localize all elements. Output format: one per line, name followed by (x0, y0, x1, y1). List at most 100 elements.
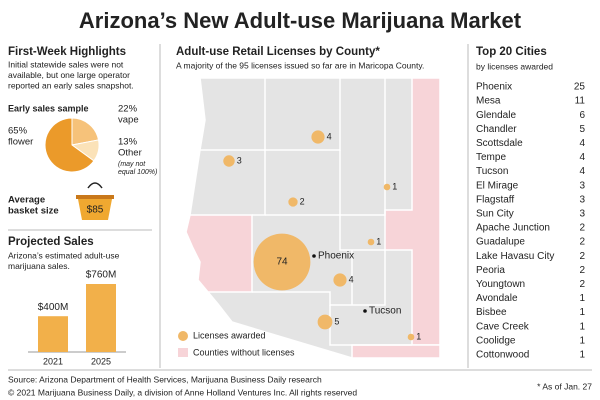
empty-county (185, 214, 253, 293)
bar-subtitle: marijuana sales. (8, 261, 70, 271)
city-count: 4 (579, 138, 585, 149)
city-dot (312, 254, 316, 258)
cities-title: Top 20 Cities (476, 46, 547, 58)
pie-title: Early sales sample (8, 103, 89, 113)
city-name: Scottsdale (476, 138, 523, 149)
bar-value-label: $400M (38, 302, 69, 313)
city-dot (363, 309, 367, 313)
city-name: Coolidge (476, 335, 516, 346)
license-bubble (288, 197, 298, 207)
pie-category-label: vape (118, 115, 139, 126)
pie-note: (may not (118, 161, 146, 168)
highlights-heading: First-Week Highlights (8, 46, 126, 58)
bubble-label: 1 (416, 331, 421, 341)
bar-subtitle: Arizona’s estimated adult-use (8, 250, 120, 260)
bubble-label: 4 (327, 131, 332, 141)
city-name: Tucson (476, 166, 508, 177)
pie-value-label: 22% (118, 104, 138, 115)
city-count: 4 (579, 166, 585, 177)
legend-swatch (178, 331, 188, 341)
empty-county (384, 77, 441, 346)
city-count: 1 (579, 335, 585, 346)
x-tick-label: 2021 (43, 356, 63, 366)
city-count: 4 (579, 152, 585, 163)
legend-swatch (178, 348, 188, 357)
basket-label: Average (8, 195, 45, 206)
cities-subtitle: by licenses awarded (476, 61, 553, 71)
pie-category-label: flower (8, 137, 33, 148)
bubble-label: 1 (392, 181, 397, 191)
source: Source: Arizona Department of Health Ser… (8, 374, 322, 384)
city-count: 2 (579, 223, 585, 234)
pie-note: equal 100%) (118, 169, 157, 176)
city-name: Sun City (476, 209, 514, 220)
city-count: 5 (579, 124, 585, 135)
city-name: Youngtown (476, 279, 525, 290)
license-bubble (407, 333, 415, 341)
city-count: 1 (579, 350, 585, 361)
city-count: 1 (579, 321, 585, 332)
bubble-label: 3 (237, 155, 242, 165)
license-bubble (333, 273, 347, 287)
city-count: 25 (574, 82, 586, 93)
city-name: El Mirage (476, 180, 519, 191)
city-name: Bisbee (476, 307, 507, 318)
city-label: Tucson (369, 306, 401, 317)
bar (38, 316, 68, 352)
city-name: Apache Junction (476, 223, 550, 234)
license-bubble (383, 183, 391, 191)
city-name: Peoria (476, 265, 505, 276)
bubble-label: 1 (376, 236, 381, 246)
city-name: Lake Havasu City (476, 251, 554, 262)
city-name: Cave Creek (476, 321, 530, 332)
basket-label: basket size (8, 206, 59, 217)
city-count: 1 (579, 307, 585, 318)
city-name: Avondale (476, 293, 518, 304)
legend-label: Counties without licenses (193, 347, 295, 357)
bar-value-label: $760M (86, 270, 117, 281)
city-count: 1 (579, 293, 585, 304)
city-label: Phoenix (318, 251, 354, 262)
basket-rim (76, 195, 114, 199)
pie-value-label: 13% (118, 137, 138, 148)
footnote: * As of Jan. 27 (537, 381, 592, 391)
city-count: 2 (579, 237, 585, 248)
city-name: Cottonwood (476, 350, 529, 361)
city-name: Phoenix (476, 82, 512, 93)
bubble-label: 2 (300, 196, 305, 206)
county-line (265, 214, 385, 251)
legend-label: Licenses awarded (193, 330, 266, 340)
county-line (264, 78, 341, 151)
basket-value: $85 (87, 205, 104, 216)
city-name: Chandler (476, 124, 517, 135)
basket: $85 (76, 182, 114, 220)
city-name: Glendale (476, 110, 516, 121)
map-title: Adult-use Retail Licenses by County* (176, 46, 380, 58)
bubble-label: 5 (334, 316, 339, 326)
bubble-label: 4 (349, 274, 354, 284)
city-name: Tempe (476, 152, 506, 163)
highlights-text: Initial statewide sales were not (8, 59, 124, 69)
license-bubble (253, 233, 311, 291)
city-count: 3 (579, 180, 585, 191)
title: Arizona’s New Adult-use Marijuana Market (79, 8, 522, 33)
city-count: 11 (575, 96, 586, 107)
pie-category-label: Other (118, 148, 142, 159)
bar (86, 284, 116, 352)
basket-body (78, 199, 112, 220)
x-tick-label: 2025 (91, 356, 111, 366)
license-bubble (223, 155, 235, 167)
highlights-text: reported an early sales snapshot. (8, 80, 134, 90)
license-bubble (317, 314, 333, 330)
copyright: © 2021 Marijuana Business Daily, a divis… (8, 387, 357, 397)
bar-title: Projected Sales (8, 236, 94, 248)
highlights-text: available, but one large operator (8, 70, 130, 80)
county-line (200, 149, 266, 216)
city-name: Flagstaff (476, 194, 514, 205)
city-count: 6 (579, 110, 585, 121)
city-count: 3 (579, 194, 585, 205)
pie-slice (71, 117, 100, 146)
pie-value-label: 65% (8, 126, 28, 137)
map (185, 77, 441, 359)
